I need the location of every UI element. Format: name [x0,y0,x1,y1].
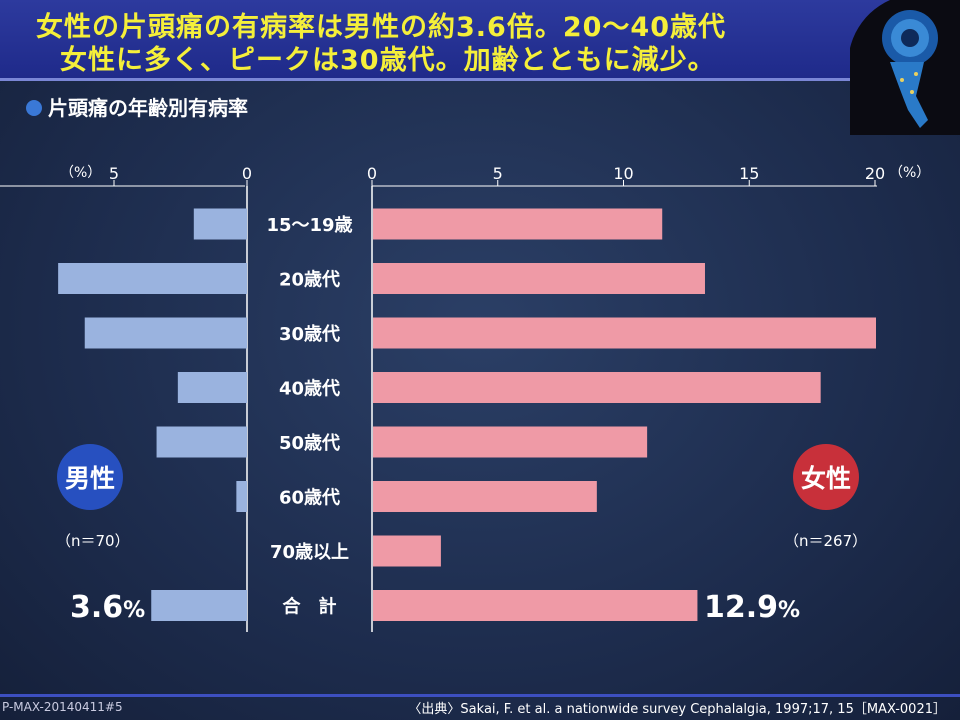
male-tick-label: 0 [242,164,252,183]
female-bar [373,535,441,567]
female-sample-size: （n＝267） [784,532,868,550]
header-bar: 女性の片頭痛の有病率は男性の約3.6倍。20～40歳代 女性に多く、ピークは30… [0,0,960,81]
category-label: 合 計 [283,596,337,618]
bullet-icon [26,100,42,116]
footer-divider [0,694,960,697]
male-bar [236,481,247,512]
female-badge: 女性 [793,444,859,510]
female-total-value: 12.9 [704,590,779,625]
male-badge: 男性 [57,444,123,510]
headache-figure-logo-icon [850,0,960,135]
female-tick-label: 15 [739,164,759,183]
male-total-value: 3.6 [70,590,124,625]
female-bar [373,372,821,403]
female-tick-label: 20 [865,164,885,183]
male-bar [84,317,248,349]
male-bar [193,208,247,240]
category-label: 70歳以上 [270,542,349,563]
category-label: 20歳代 [279,270,340,291]
male-total: 3.6% [70,590,145,625]
female-total-unit: % [778,598,801,623]
category-label: 40歳代 [279,379,340,400]
female-bar [373,263,705,294]
category-label: 15～19歳 [266,215,352,236]
male-bar [177,372,247,403]
headline-line2: 女性に多く、ピークは30歳代。加齢とともに減少。 [60,45,716,76]
male-bar [156,426,247,458]
source-citation: 〈出典〉Sakai, F. et al. a nationwide survey… [408,702,946,717]
headline-line1: 女性の片頭痛の有病率は男性の約3.6倍。20～40歳代 [36,12,726,43]
female-axis-unit: （%） [889,165,930,181]
male-total-unit: % [123,598,146,623]
category-label: 30歳代 [279,324,340,345]
chart-subtitle-text: 片頭痛の年齢別有病率 [48,96,248,120]
male-sample-size: （n＝70） [56,532,130,550]
male-axis-unit: （%） [60,165,101,181]
female-tick-label: 0 [367,164,377,183]
male-bar [151,590,247,621]
female-bar [373,481,597,512]
female-bar [373,590,698,621]
chart-subtitle: 片頭痛の年齢別有病率 [26,92,248,121]
female-bar [373,208,663,240]
category-label: 60歳代 [279,488,340,509]
female-total: 12.9% [704,590,800,625]
male-bar [58,263,247,294]
category-label: 50歳代 [279,433,340,454]
female-bar [373,426,648,458]
female-tick-label: 10 [613,164,633,183]
slide-code: P-MAX-20140411#5 [2,700,123,714]
female-tick-label: 5 [493,164,503,183]
male-tick-label: 5 [109,164,119,183]
female-bar [373,317,876,349]
